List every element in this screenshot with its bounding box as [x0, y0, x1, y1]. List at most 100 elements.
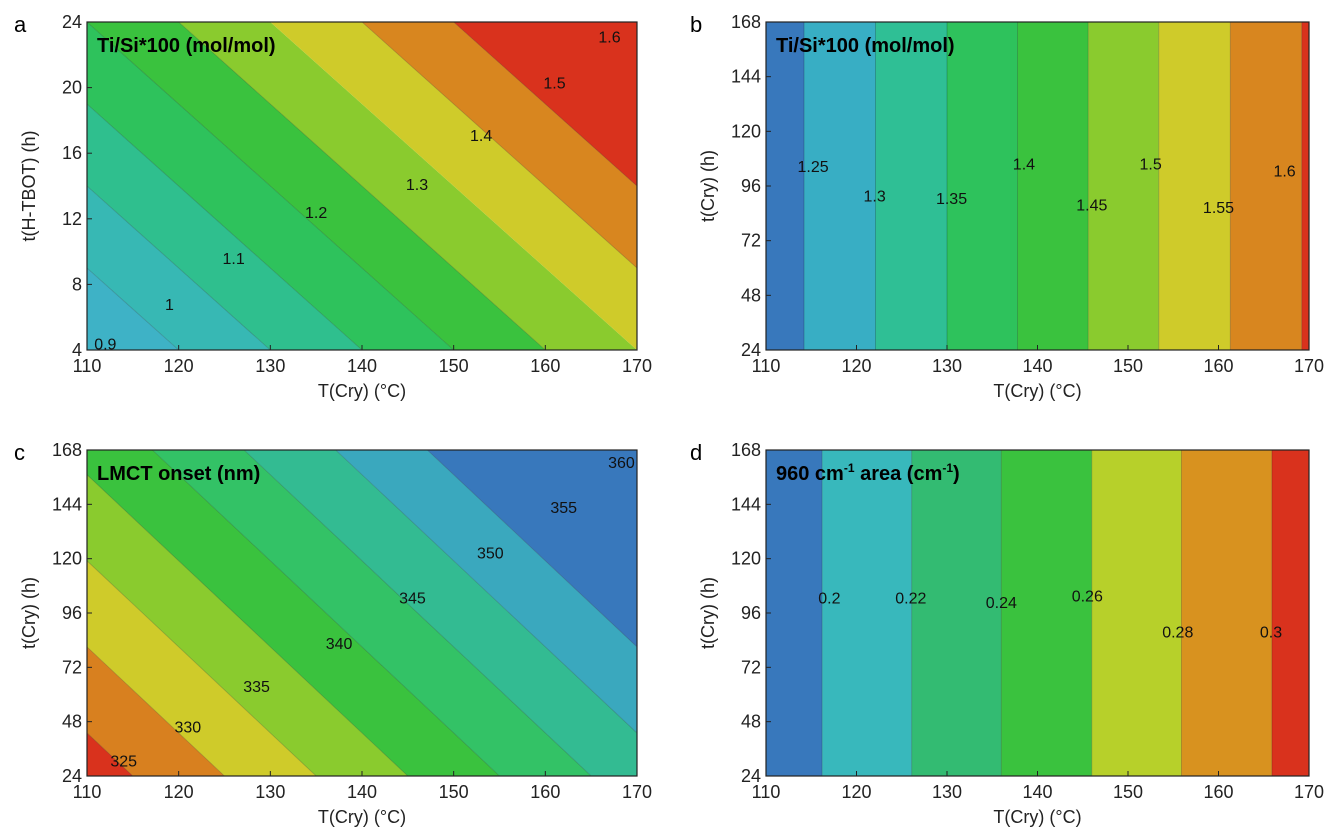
x-axis-label: T(Cry) (°C) — [993, 381, 1081, 401]
x-tick-label: 150 — [1113, 356, 1143, 376]
x-tick-label: 110 — [73, 782, 102, 802]
contour-band — [87, 268, 179, 350]
x-axis-label: T(Cry) (°C) — [993, 807, 1081, 827]
y-tick-label: 144 — [731, 67, 761, 87]
contour-band — [87, 560, 317, 776]
y-tick-label: 72 — [741, 657, 761, 677]
x-tick-label: 130 — [255, 782, 285, 802]
contour-label: 355 — [550, 500, 577, 517]
x-tick-label: 120 — [841, 356, 871, 376]
contour-line — [86, 21, 454, 351]
contour-band — [87, 22, 546, 350]
contour-label: 1.6 — [1273, 164, 1295, 181]
contour-label: 1.35 — [936, 191, 967, 208]
contour-fills — [766, 22, 1309, 350]
contour-band — [1088, 22, 1159, 350]
contour-band — [453, 22, 637, 186]
y-tick-label: 96 — [741, 603, 761, 623]
contour-label: 0.26 — [1072, 588, 1103, 605]
x-tick-label: 130 — [932, 782, 962, 802]
panel-title: Ti/Si*100 (mol/mol) — [97, 35, 276, 57]
contour-fills — [86, 21, 638, 351]
contour-line — [86, 732, 134, 777]
x-tick-label: 130 — [932, 356, 962, 376]
y-tick-label: 144 — [52, 494, 82, 514]
contour-label: 1 — [165, 297, 174, 314]
contour-label: 1.5 — [543, 76, 565, 93]
y-tick-label: 168 — [52, 440, 82, 460]
y-axis-label: t(H-TBOT) (h) — [19, 131, 39, 242]
y-tick-label: 20 — [62, 78, 82, 98]
contour-band — [1158, 22, 1231, 350]
contour-label: 1.2 — [305, 205, 327, 222]
contour-band — [911, 450, 1002, 776]
contour-label: 350 — [477, 545, 504, 562]
x-tick-label: 160 — [1203, 782, 1233, 802]
panel-letter: b — [690, 12, 702, 37]
contour-label: 1.3 — [406, 177, 428, 194]
panel-d: 0.2 0.22 0.24 0.26 0.28 0.3 110 120 130 140 150 160… — [690, 440, 1324, 827]
x-tick-label: 130 — [255, 356, 285, 376]
y-tick-label: 16 — [62, 143, 82, 163]
panel-letter: c — [14, 440, 25, 465]
x-tick-label: 150 — [439, 782, 469, 802]
contour-band — [947, 22, 1018, 350]
y-tick-label: 4 — [72, 340, 82, 360]
y-tick-label: 168 — [731, 440, 761, 460]
contour-label: 340 — [326, 636, 353, 653]
y-tick-label: 120 — [731, 121, 761, 141]
contour-line — [243, 449, 592, 777]
contour-band — [766, 450, 823, 776]
y-tick-label: 48 — [62, 712, 82, 732]
panel-title: LMCT onset (nm) — [97, 463, 260, 485]
contour-label: 0.24 — [986, 595, 1017, 612]
x-axis-label: T(Cry) (°C) — [318, 807, 406, 827]
contour-band — [244, 450, 638, 776]
contour-line — [178, 21, 546, 351]
x-tick-label: 140 — [1022, 356, 1052, 376]
x-tick-label: 170 — [1294, 356, 1324, 376]
contour-label: 1.55 — [1203, 200, 1234, 217]
y-tick-label: 72 — [62, 657, 82, 677]
contour-band — [875, 22, 947, 350]
contour-fills — [766, 450, 1309, 776]
panel-letter: a — [14, 12, 27, 37]
y-tick-label: 8 — [72, 274, 82, 294]
panel-title: 960 cm-1 area (cm-1) — [776, 461, 960, 485]
y-tick-label: 12 — [62, 209, 82, 229]
contour-line — [86, 185, 271, 351]
contour-line — [152, 449, 500, 777]
contour-band — [270, 22, 637, 350]
contour-band — [1181, 450, 1272, 776]
panel-a: 0.9 1 1.1 1.2 1.3 1.4 1.5 1.6 110 120 130 140 150 160… — [14, 12, 652, 401]
y-tick-label: 24 — [741, 766, 761, 786]
contour-line — [361, 21, 638, 269]
contour-label: 345 — [399, 591, 426, 608]
x-tick-label: 110 — [752, 782, 781, 802]
contour-label: 0.3 — [1260, 625, 1282, 642]
contour-band — [1091, 450, 1182, 776]
contour-band — [427, 450, 637, 647]
contour-band — [1230, 22, 1302, 350]
contour-label: 0.22 — [895, 591, 926, 608]
x-tick-label: 140 — [347, 782, 377, 802]
contour-band — [87, 732, 133, 776]
x-tick-label: 170 — [622, 782, 652, 802]
x-tick-label: 150 — [1113, 782, 1143, 802]
contour-fills — [86, 449, 638, 777]
x-tick-label: 140 — [347, 356, 377, 376]
contour-line — [86, 267, 179, 351]
contour-band — [335, 450, 637, 733]
y-tick-label: 72 — [741, 231, 761, 251]
x-tick-label: 150 — [439, 356, 469, 376]
contour-band — [766, 22, 805, 350]
x-tick-label: 110 — [73, 356, 102, 376]
y-tick-label: 96 — [62, 603, 82, 623]
x-tick-label: 160 — [530, 782, 560, 802]
x-tick-label: 160 — [1203, 356, 1233, 376]
y-tick-label: 48 — [741, 712, 761, 732]
contour-label: 1.4 — [470, 128, 492, 145]
x-tick-label: 160 — [530, 356, 560, 376]
contour-label: 1.4 — [1013, 157, 1035, 174]
contour-line — [453, 21, 638, 187]
